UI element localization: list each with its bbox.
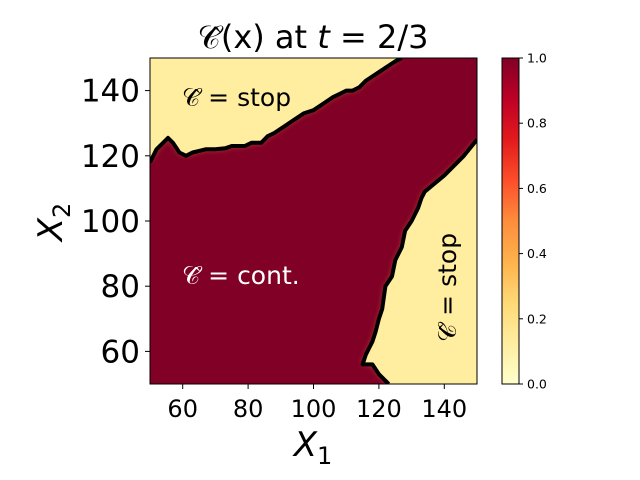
colorbar: 0.0 0.2 0.4 0.6 0.8 1.0 <box>501 51 547 392</box>
colorbar-tick-label: 0.6 <box>527 181 547 196</box>
colorbar-tick-label: 0.2 <box>527 311 547 326</box>
annotation-stop-top: 𝒞̂ = stop <box>182 83 291 112</box>
y-tick-label: 100 <box>81 204 140 240</box>
x-tick-label: 100 <box>291 395 337 423</box>
decision-boundary-lower <box>360 138 477 384</box>
colorbar-tick-label: 1.0 <box>527 51 547 66</box>
y-axis-label: X2 <box>31 203 76 244</box>
y-tick-label: 80 <box>101 269 140 305</box>
annotation-stop-right: 𝒞̂ = stop <box>433 233 462 342</box>
x-axis-ticks: 60 80 100 120 140 <box>167 384 467 423</box>
colorbar-tick-label: 0.0 <box>527 377 547 392</box>
colorbar-ticks: 0.0 0.2 0.4 0.6 0.8 1.0 <box>519 51 547 392</box>
x-tick-label: 140 <box>421 395 467 423</box>
heatmap-area: 𝒞̂ = stop 𝒞̂ = cont. 𝒞̂ = stop <box>150 58 477 384</box>
x-tick-label: 60 <box>167 395 198 423</box>
x-tick-label: 120 <box>356 395 402 423</box>
colorbar-gradient <box>501 57 520 385</box>
x-axis-label: X1 <box>292 425 333 470</box>
colorbar-tick-label: 0.4 <box>527 246 547 261</box>
colorbar-tick-label: 0.8 <box>527 116 547 131</box>
stop-region-upper-left <box>150 58 402 163</box>
annotation-cont: 𝒞̂ = cont. <box>182 261 300 290</box>
y-tick-label: 120 <box>81 139 140 175</box>
y-axis-ticks: 60 80 100 120 140 <box>81 74 150 370</box>
y-tick-label: 140 <box>81 74 140 110</box>
stop-region-lower-right <box>362 139 477 384</box>
chart-title: 𝒞̂(x) at t = 2/3 <box>198 18 429 56</box>
decision-boundary-upper <box>150 58 403 164</box>
x-tick-label: 80 <box>233 395 264 423</box>
y-tick-label: 60 <box>101 334 140 370</box>
